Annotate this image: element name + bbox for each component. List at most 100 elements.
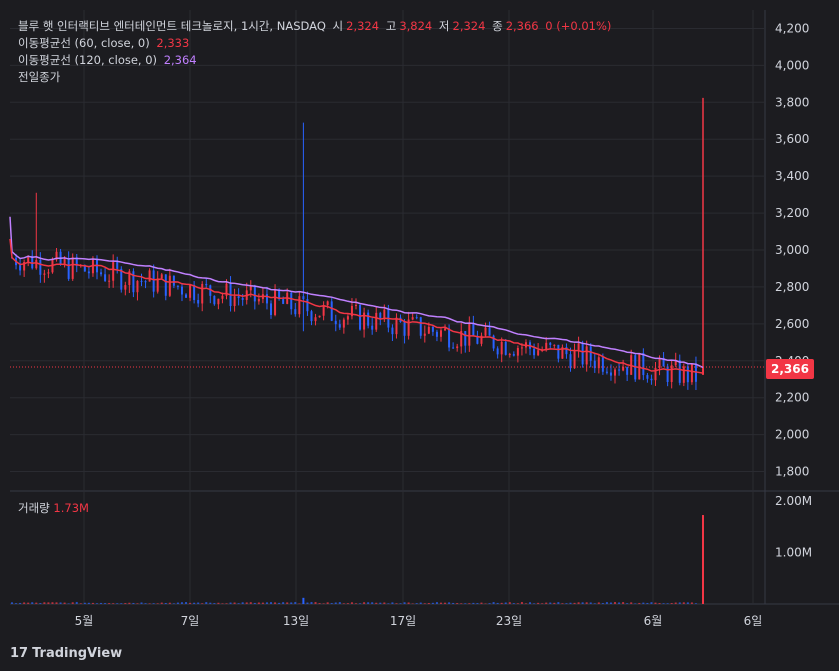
volume-bar bbox=[128, 602, 131, 604]
volume-bar bbox=[545, 602, 548, 604]
volume-bar bbox=[31, 602, 34, 604]
candle-body bbox=[383, 309, 386, 320]
candle-body bbox=[197, 299, 200, 304]
tradingview-logo[interactable]: 17 TradingView bbox=[10, 646, 122, 661]
volume-bar bbox=[209, 602, 212, 604]
volume-tick-label: 2.00M bbox=[775, 494, 812, 508]
volume-bar bbox=[541, 603, 544, 604]
ma60-legend[interactable]: 이동평균선 (60, close, 0) 2,333 bbox=[18, 35, 192, 51]
volume-bar bbox=[452, 602, 455, 604]
candle-body bbox=[164, 274, 167, 296]
volume-bar bbox=[55, 602, 58, 604]
candle-body bbox=[654, 367, 657, 381]
volume-bar bbox=[67, 603, 70, 604]
candle-body bbox=[504, 341, 507, 355]
volume-bar bbox=[132, 602, 135, 604]
volume-bar bbox=[330, 603, 333, 604]
candle-body bbox=[124, 285, 127, 290]
candle-body bbox=[646, 375, 649, 379]
volume-bar bbox=[662, 603, 665, 604]
time-tick-label: 5월 bbox=[75, 614, 94, 628]
volume-bar bbox=[261, 602, 264, 604]
candle-body bbox=[512, 354, 515, 356]
volume-bar bbox=[658, 603, 661, 604]
candle-body bbox=[156, 278, 159, 292]
volume-bar bbox=[193, 602, 196, 604]
volume-bar bbox=[225, 603, 228, 604]
candle-body bbox=[537, 350, 540, 356]
volume-bar bbox=[290, 602, 293, 604]
volume-bar bbox=[148, 603, 151, 604]
volume-bar bbox=[59, 602, 62, 604]
candle-body bbox=[642, 352, 645, 376]
ma120-legend[interactable]: 이동평균선 (120, close, 0) 2,364 bbox=[18, 52, 200, 68]
volume-bar bbox=[160, 602, 163, 604]
volume-bar bbox=[395, 603, 398, 604]
candle-body bbox=[108, 280, 111, 282]
candle-body bbox=[403, 322, 406, 336]
volume-bar bbox=[185, 602, 188, 604]
volume-bar bbox=[71, 602, 74, 604]
volume-bar bbox=[120, 603, 123, 604]
candle-body bbox=[622, 366, 625, 371]
time-tick-label: 17일 bbox=[390, 614, 416, 628]
volume-bar bbox=[512, 603, 515, 604]
candle-body bbox=[464, 331, 467, 346]
candle-body bbox=[104, 274, 107, 281]
candle-body bbox=[549, 342, 552, 345]
candle-body bbox=[585, 346, 588, 365]
candle-body bbox=[650, 378, 653, 381]
candle-body bbox=[545, 342, 548, 350]
volume-bar bbox=[265, 602, 268, 604]
candle-body bbox=[346, 316, 349, 320]
price-tick-label: 2,800 bbox=[775, 280, 809, 294]
volume-bar bbox=[342, 603, 345, 604]
volume-bar bbox=[585, 602, 588, 604]
candle-body bbox=[674, 360, 677, 366]
candle-body bbox=[435, 331, 438, 337]
volume-bar bbox=[476, 603, 479, 604]
volume-bar bbox=[694, 603, 697, 604]
volume-bar bbox=[403, 602, 406, 604]
candle-body bbox=[47, 272, 50, 274]
volume-bar bbox=[249, 602, 252, 604]
volume-bar bbox=[504, 602, 507, 604]
volume-bar bbox=[245, 602, 248, 604]
candle-body bbox=[573, 349, 576, 369]
volume-bar bbox=[642, 602, 645, 604]
candle-body bbox=[176, 285, 179, 287]
volume-bar bbox=[468, 603, 471, 604]
candle-body bbox=[160, 274, 163, 279]
volume-bar bbox=[156, 603, 159, 604]
prev-close-legend[interactable]: 전일종가 bbox=[18, 69, 63, 85]
candle-body bbox=[395, 317, 398, 335]
candle-body bbox=[363, 312, 366, 330]
volume-bar bbox=[456, 603, 459, 604]
candle-body bbox=[678, 360, 681, 383]
candle-body bbox=[444, 328, 447, 331]
candle-body bbox=[626, 366, 629, 375]
candle-body bbox=[670, 365, 673, 382]
volume-tick-label: 1.00M bbox=[775, 546, 812, 560]
volume-bar bbox=[116, 603, 119, 604]
prev-close-label: 전일종가 bbox=[18, 70, 61, 84]
candle-body bbox=[185, 294, 188, 298]
volume-bar bbox=[407, 602, 410, 604]
candle-body bbox=[140, 280, 143, 282]
volume-bar bbox=[334, 602, 337, 604]
candle-body bbox=[225, 283, 228, 296]
volume-bar bbox=[108, 603, 111, 604]
candle-body bbox=[63, 259, 66, 265]
high-label: 고 bbox=[385, 19, 397, 33]
candle-body bbox=[508, 354, 511, 356]
candle-body bbox=[144, 281, 147, 283]
price-tick-label: 4,000 bbox=[775, 58, 809, 72]
volume-legend[interactable]: 거래량 1.73M bbox=[18, 500, 89, 516]
candle-body bbox=[423, 333, 426, 336]
candle-body bbox=[241, 298, 244, 300]
volume-bar bbox=[326, 602, 329, 604]
low-value: 2,324 bbox=[452, 19, 486, 33]
volume-bar bbox=[484, 603, 487, 604]
